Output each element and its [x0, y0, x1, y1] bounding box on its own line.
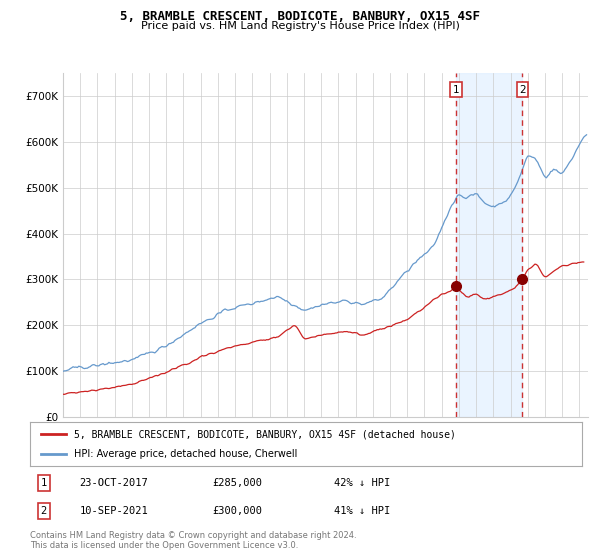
Text: 5, BRAMBLE CRESCENT, BODICOTE, BANBURY, OX15 4SF (detached house): 5, BRAMBLE CRESCENT, BODICOTE, BANBURY, …: [74, 429, 456, 439]
Bar: [455, 73, 523, 417]
Text: 23-OCT-2017: 23-OCT-2017: [80, 478, 148, 488]
Text: 5, BRAMBLE CRESCENT, BODICOTE, BANBURY, OX15 4SF: 5, BRAMBLE CRESCENT, BODICOTE, BANBURY, …: [120, 10, 480, 23]
Text: 1: 1: [41, 478, 47, 488]
Text: 41% ↓ HPI: 41% ↓ HPI: [334, 506, 390, 516]
Text: HPI: Average price, detached house, Cherwell: HPI: Average price, detached house, Cher…: [74, 449, 298, 459]
Text: 42% ↓ HPI: 42% ↓ HPI: [334, 478, 390, 488]
Text: £285,000: £285,000: [212, 478, 262, 488]
Text: 10-SEP-2021: 10-SEP-2021: [80, 506, 148, 516]
Text: 2: 2: [41, 506, 47, 516]
Text: £300,000: £300,000: [212, 506, 262, 516]
Text: 2: 2: [519, 85, 526, 95]
Text: Price paid vs. HM Land Registry's House Price Index (HPI): Price paid vs. HM Land Registry's House …: [140, 21, 460, 31]
Text: 1: 1: [452, 85, 459, 95]
Text: Contains HM Land Registry data © Crown copyright and database right 2024.
This d: Contains HM Land Registry data © Crown c…: [30, 531, 356, 550]
